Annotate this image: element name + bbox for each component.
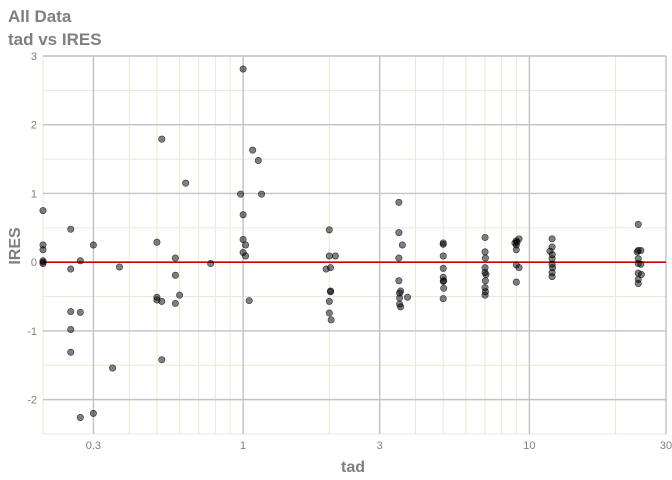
data-point xyxy=(548,273,556,281)
minor-gridlines xyxy=(42,56,666,435)
data-point xyxy=(39,246,47,254)
data-point xyxy=(67,348,75,356)
data-point xyxy=(158,297,166,305)
data-point xyxy=(439,252,447,260)
data-point xyxy=(637,271,645,279)
data-point xyxy=(109,364,117,372)
data-point xyxy=(39,260,47,268)
data-point xyxy=(239,211,247,219)
data-point xyxy=(76,308,84,316)
data-point xyxy=(325,226,333,234)
x-tick-label: 3 xyxy=(377,440,383,452)
data-point xyxy=(242,241,250,249)
data-point xyxy=(395,229,403,237)
data-point xyxy=(67,326,75,334)
data-point xyxy=(249,146,257,154)
data-point xyxy=(396,294,404,302)
data-point xyxy=(325,309,333,317)
data-point xyxy=(549,264,557,272)
x-tick-label: 0.3 xyxy=(86,440,101,452)
data-point xyxy=(171,299,179,307)
data-point xyxy=(439,295,447,303)
data-point xyxy=(634,279,642,287)
data-point xyxy=(440,277,448,285)
y-axis-title: IRES xyxy=(7,227,24,265)
data-point xyxy=(158,356,166,364)
data-point xyxy=(182,179,190,187)
data-point xyxy=(439,240,447,248)
x-tick-label: 30 xyxy=(660,440,672,452)
data-point xyxy=(634,220,642,228)
data-point xyxy=(76,414,84,422)
data-point xyxy=(395,198,403,206)
data-point xyxy=(158,135,166,143)
y-tick-label: -2 xyxy=(27,395,37,407)
y-tick-label: 3 xyxy=(31,51,37,63)
y-tick-label: 2 xyxy=(31,120,37,132)
chart-title-block: All Data tad vs IRES xyxy=(8,5,102,51)
data-point xyxy=(254,156,262,164)
data-point xyxy=(207,260,215,268)
y-tick-label: 0 xyxy=(31,257,37,269)
data-point xyxy=(481,291,489,299)
data-point xyxy=(242,252,250,260)
data-point xyxy=(258,190,266,198)
data-point xyxy=(325,297,333,305)
chart-subtitle: tad vs IRES xyxy=(8,30,102,49)
data-point xyxy=(395,254,403,262)
data-point xyxy=(327,288,335,296)
data-point xyxy=(637,246,645,254)
data-point xyxy=(89,241,97,249)
data-point xyxy=(153,238,161,246)
data-point xyxy=(481,248,489,256)
data-points xyxy=(39,65,645,422)
data-point xyxy=(515,264,523,272)
y-tick-label: 1 xyxy=(31,188,37,200)
data-point xyxy=(67,308,75,316)
data-point xyxy=(325,252,333,260)
chart-title: All Data xyxy=(8,7,72,26)
data-point xyxy=(548,251,556,259)
data-point xyxy=(89,409,97,417)
data-point xyxy=(397,303,405,311)
data-point xyxy=(67,265,75,273)
data-point xyxy=(637,260,645,268)
data-point xyxy=(331,252,339,260)
data-point xyxy=(481,254,489,262)
data-point xyxy=(176,291,184,299)
data-point xyxy=(327,264,335,272)
data-point xyxy=(440,284,448,292)
data-point xyxy=(481,277,489,285)
x-axis-tick-labels: 0.3 1 3 10 30 xyxy=(86,440,672,452)
data-point xyxy=(398,241,406,249)
data-point xyxy=(439,264,447,272)
major-gridlines xyxy=(43,55,667,434)
x-tick-label: 10 xyxy=(523,440,535,452)
data-point xyxy=(67,225,75,233)
data-point xyxy=(512,278,520,286)
data-point xyxy=(482,271,490,279)
data-point xyxy=(237,190,245,198)
data-point xyxy=(548,243,556,251)
data-point xyxy=(327,316,335,324)
data-point xyxy=(245,297,253,305)
data-point xyxy=(76,257,84,265)
data-point xyxy=(115,263,123,271)
x-tick-label: 1 xyxy=(240,440,246,452)
data-point xyxy=(548,235,556,243)
y-axis-tick-labels: -2 -1 0 1 2 3 xyxy=(27,51,37,407)
data-point xyxy=(171,271,179,279)
x-axis-title: tad xyxy=(341,459,365,476)
data-point xyxy=(39,207,47,215)
data-point xyxy=(395,277,403,285)
data-point xyxy=(515,235,523,243)
data-point xyxy=(171,254,179,262)
y-tick-label: -1 xyxy=(27,326,37,338)
data-point xyxy=(239,65,247,73)
data-point xyxy=(403,293,411,301)
data-point xyxy=(481,233,489,241)
data-point xyxy=(397,287,405,295)
